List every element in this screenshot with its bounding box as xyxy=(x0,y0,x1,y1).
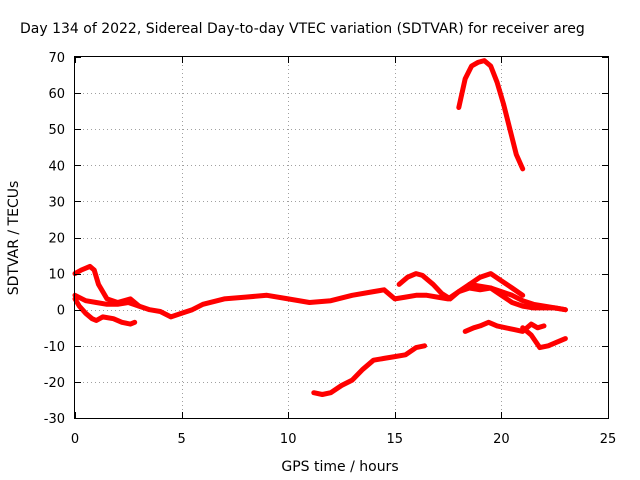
x-tick-label: 5 xyxy=(177,432,185,447)
x-tick-label: 0 xyxy=(71,432,79,447)
y-tick-label: 40 xyxy=(48,159,65,174)
y-tick-label: -20 xyxy=(44,376,65,391)
series-line-track-g xyxy=(311,343,428,397)
x-tick-label: 20 xyxy=(493,432,510,447)
series-line-track-h xyxy=(462,319,547,334)
x-tick-label: 25 xyxy=(600,432,617,447)
y-tick-label: 20 xyxy=(48,232,65,247)
plot-frame xyxy=(74,56,609,419)
series-line-track-f xyxy=(456,58,526,172)
series-line-track-b xyxy=(72,296,138,327)
series-line-track-i xyxy=(520,325,568,351)
y-tick-label: 70 xyxy=(48,51,65,66)
tick-layer: 0 5 10 15 20 25 -30 -20 -10 0 10 20 30 40 50 60 70 xyxy=(44,51,617,447)
series-line-track-e xyxy=(466,281,568,313)
series-layer xyxy=(72,58,568,397)
x-axis-label: GPS time / hours xyxy=(281,459,398,475)
y-tick-label: -30 xyxy=(44,412,65,427)
y-tick-label: 50 xyxy=(48,123,65,138)
chart-title: Day 134 of 2022, Sidereal Day-to-day VTE… xyxy=(20,21,585,37)
series-line-track-d xyxy=(396,271,526,302)
series-line-track-c xyxy=(72,285,568,320)
y-tick-label: 0 xyxy=(57,304,65,319)
y-tick-label: -10 xyxy=(44,340,65,355)
grid-layer xyxy=(75,57,608,418)
x-tick-label: 15 xyxy=(387,432,404,447)
y-axis-label: SDTVAR / TECUs xyxy=(6,181,22,296)
y-tick-label: 30 xyxy=(48,195,65,210)
x-tick-label: 10 xyxy=(280,432,297,447)
series-line-track-a xyxy=(72,263,142,309)
y-tick-label: 10 xyxy=(48,268,65,283)
y-tick-label: 60 xyxy=(48,87,65,102)
